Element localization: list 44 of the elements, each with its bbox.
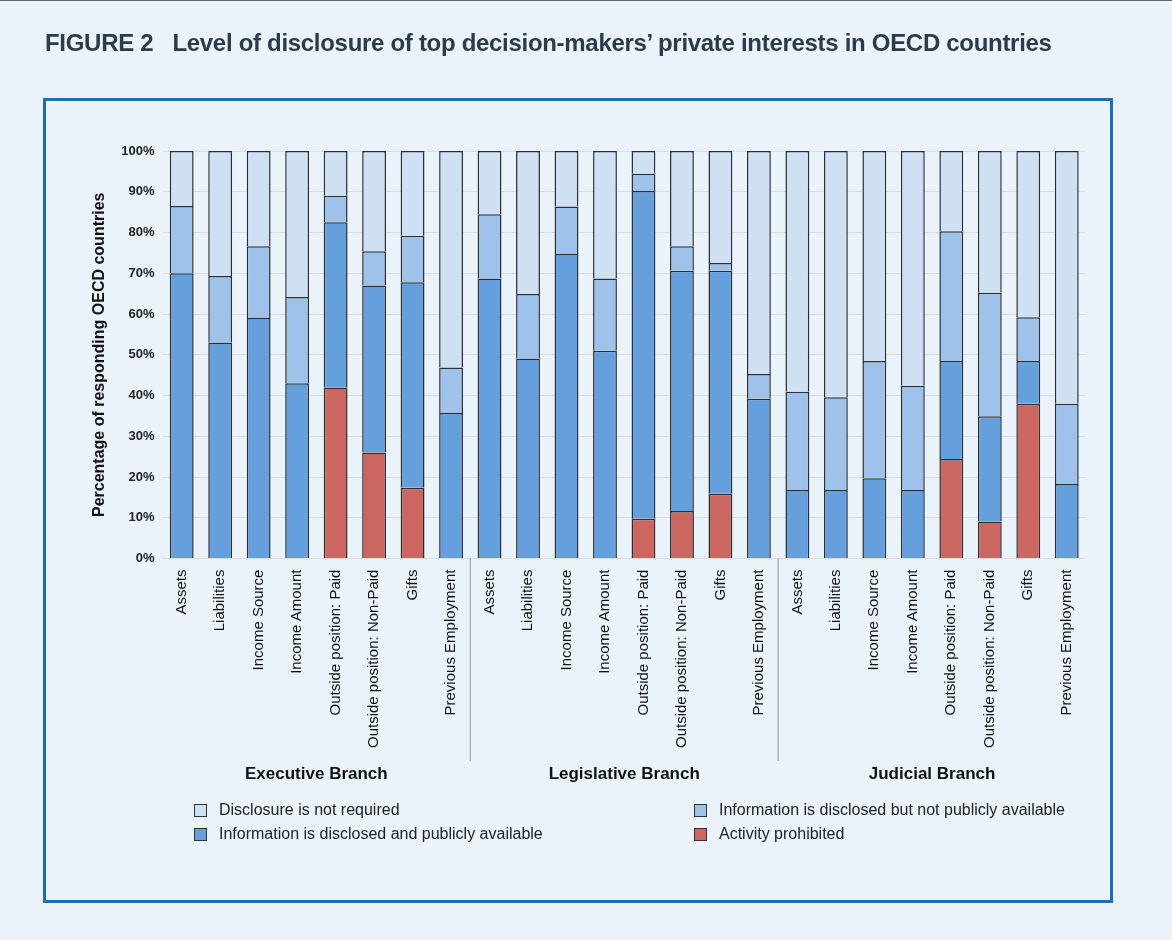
x-tick-label: Outside position: Non-Paid [364, 569, 382, 748]
y-tick-label: 50% [128, 346, 155, 362]
x-tick-label: Previous Employment [749, 568, 767, 716]
chart-title: FIGURE 2 Level of disclosure of top decision-makers’ private interests in OECD countries [45, 29, 1052, 57]
x-tick-label: Liabilities [826, 569, 844, 632]
x-tick-label: Outside position: Non-Paid [979, 569, 997, 748]
x-tick-label: Income Source [248, 569, 266, 671]
x-tick-label: Outside position: Paid [941, 569, 959, 716]
x-tick-label: Gifts [710, 569, 728, 601]
y-tick-label: 0% [135, 550, 155, 566]
y-tick-label: 90% [128, 183, 155, 199]
y-tick-label: 10% [128, 509, 155, 525]
y-tick-label: 70% [128, 264, 155, 280]
legend-label: Disclosure is not required [219, 801, 400, 819]
y-tick-label: 60% [128, 305, 155, 321]
x-tick-label: Income Amount [902, 568, 920, 674]
x-tick-label: Outside position: Paid [325, 569, 343, 716]
x-tick-label: Gifts [1018, 569, 1036, 601]
x-tick-label: Previous Employment [1056, 568, 1074, 716]
x-tick-label: Income Amount [287, 568, 305, 674]
y-tick-label: 80% [128, 224, 155, 240]
y-tick-label: 100% [121, 142, 155, 158]
text: Judicial Branch [868, 764, 996, 783]
y-tick-label: 40% [128, 387, 155, 403]
x-tick-label: Assets [479, 569, 497, 615]
x-tick-label: Income Source [556, 569, 574, 671]
x-tick-label: Liabilities [210, 569, 228, 632]
text: Legislative Branch [548, 764, 700, 783]
x-tick-label: Income Source [864, 569, 882, 671]
legend-label: Activity prohibited [719, 825, 845, 843]
y-axis-title: Percentage of responding OECD countries [90, 192, 108, 518]
x-tick-label: Assets [171, 569, 189, 615]
x-tick-label: Outside position: Paid [633, 569, 651, 716]
x-tick-label: Income Amount [595, 568, 613, 674]
x-tick-label: Outside position: Non-Paid [672, 569, 690, 748]
y-tick-label: 20% [128, 468, 155, 484]
text: Executive Branch [245, 764, 388, 783]
x-tick-label: Assets [787, 569, 805, 615]
x-tick-label: Previous Employment [441, 568, 459, 716]
legend-label: Information is disclosed and publicly available [219, 825, 543, 843]
y-tick-label: 30% [128, 427, 155, 443]
x-tick-label: Liabilities [518, 569, 536, 632]
legend-label: Information is disclosed but not publicly available [719, 801, 1065, 819]
x-tick-label: Gifts [402, 569, 420, 601]
